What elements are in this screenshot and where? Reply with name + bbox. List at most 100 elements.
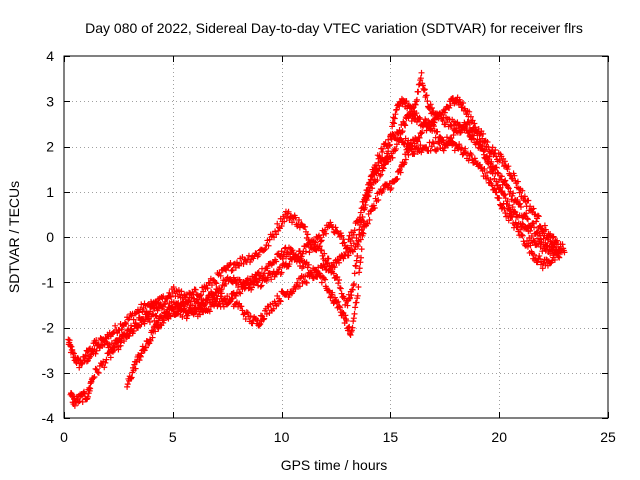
y-tick-label: 3 [46, 93, 54, 109]
data-point [504, 184, 511, 191]
data-point [416, 134, 423, 141]
data-point [154, 324, 161, 331]
data-point [462, 145, 469, 152]
data-point [279, 255, 286, 262]
data-point [261, 247, 268, 254]
data-point [155, 325, 162, 332]
data-point [360, 205, 367, 212]
data-point [208, 282, 215, 289]
data-point [71, 350, 78, 357]
data-point [350, 282, 357, 289]
data-point [357, 209, 364, 216]
data-point [103, 356, 110, 363]
data-point [249, 284, 256, 291]
data-point [535, 224, 542, 231]
data-point [91, 373, 98, 380]
data-point [278, 269, 285, 276]
data-point [386, 141, 393, 148]
data-point [202, 301, 209, 308]
data-point [357, 236, 364, 243]
data-point [308, 269, 315, 276]
data-point [356, 231, 363, 238]
y-tick-label: 1 [46, 184, 54, 200]
data-point [124, 383, 131, 390]
data-point [217, 272, 224, 279]
data-point [484, 169, 491, 176]
data-point [222, 266, 229, 273]
data-point [254, 279, 261, 286]
data-point [419, 129, 426, 136]
data-point [416, 114, 423, 121]
y-tick-label: -3 [42, 365, 55, 381]
data-point [509, 192, 516, 199]
data-point [320, 231, 327, 238]
data-point [531, 251, 538, 258]
data-point [352, 262, 359, 269]
data-point [469, 156, 476, 163]
data-point [318, 279, 325, 286]
data-point [318, 237, 325, 244]
data-point [350, 315, 357, 322]
data-point [336, 277, 343, 284]
data-point [430, 108, 437, 115]
data-point [534, 212, 541, 219]
y-tick-label: -2 [42, 320, 55, 336]
data-point [264, 265, 271, 272]
data-point [356, 269, 363, 276]
data-point [197, 292, 203, 299]
data-point [488, 158, 495, 165]
data-point [351, 310, 358, 317]
data-point [336, 259, 343, 266]
data-point [477, 164, 484, 171]
data-point [498, 173, 505, 180]
data-point [118, 326, 125, 333]
data-point [391, 120, 398, 127]
data-point [130, 316, 137, 323]
x-tick-label: 25 [600, 429, 616, 445]
data-point [107, 354, 114, 361]
data-point [351, 227, 358, 234]
data-point [346, 323, 353, 330]
data-point [352, 304, 359, 311]
data-point [497, 184, 504, 191]
data-point [138, 321, 145, 328]
data-point [467, 113, 474, 120]
data-point [358, 227, 365, 234]
data-point [132, 320, 139, 327]
data-point [137, 353, 144, 360]
data-point [524, 216, 531, 223]
data-point [396, 103, 403, 110]
data-point [374, 177, 381, 184]
data-point [434, 128, 441, 135]
data-point [415, 81, 422, 88]
data-point [97, 335, 104, 342]
data-point [531, 238, 538, 245]
data-point [429, 139, 436, 146]
data-point [555, 247, 562, 254]
data-point [393, 141, 400, 148]
data-point [541, 222, 548, 229]
data-point [227, 259, 234, 266]
data-point [229, 295, 236, 302]
data-point [223, 267, 230, 274]
data-point [302, 223, 309, 230]
plot-frame [63, 55, 609, 419]
data-point [417, 116, 424, 123]
data-point [197, 311, 203, 318]
data-point [493, 178, 500, 185]
data-point [143, 344, 150, 351]
data-point [281, 218, 288, 225]
data-point [69, 349, 76, 356]
data-point [84, 393, 91, 400]
data-point [418, 149, 425, 156]
data-point [225, 300, 232, 307]
data-point [163, 309, 170, 316]
data-point [353, 257, 360, 264]
data-point [366, 216, 373, 223]
series-track-b [67, 110, 564, 409]
data-point [544, 242, 551, 249]
data-point [356, 214, 363, 221]
data-point [559, 241, 566, 248]
data-point [134, 324, 141, 331]
data-point [371, 164, 378, 171]
